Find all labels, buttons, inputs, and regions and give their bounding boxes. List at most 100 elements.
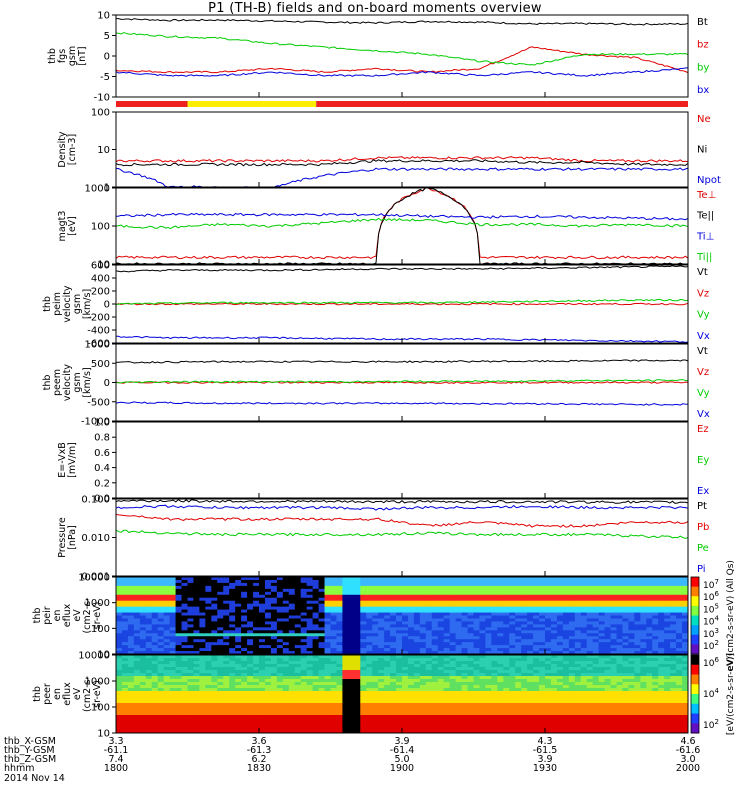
spectrogram-cell: [479, 651, 486, 655]
spectrogram-cell: [366, 694, 373, 698]
spectrogram-cell: [539, 615, 546, 619]
spectrogram-cell: [497, 615, 504, 619]
spectrogram-cell: [634, 712, 641, 716]
spectrogram-cell: [497, 633, 504, 637]
spectrogram-cell: [562, 591, 570, 596]
spectrogram-cell: [312, 609, 320, 614]
spectrogram-cell: [264, 691, 272, 695]
spectrogram-cell: [282, 712, 290, 716]
spectrogram-cell: [169, 664, 177, 668]
spectrogram-cell: [378, 577, 385, 581]
spectrogram-cell: [318, 670, 326, 674]
spectrogram-cell: [282, 664, 290, 668]
spectrogram-cell: [592, 703, 600, 707]
spectrogram-cell: [360, 609, 367, 614]
spectrogram-cell: [419, 594, 427, 599]
spectrogram-cell: [324, 600, 331, 605]
spectrogram-cell: [491, 658, 498, 662]
spectrogram-cell: [133, 676, 141, 680]
spectrogram-cell: [539, 624, 546, 628]
spectrogram-cell: [539, 712, 546, 716]
spectrogram-cell: [610, 597, 617, 602]
spectrogram-cell: [127, 591, 135, 596]
spectrogram-cell: [515, 724, 522, 728]
spectrogram-cell: [586, 724, 594, 728]
spectrogram-cell: [402, 688, 409, 692]
spectrogram-cell: [181, 679, 188, 683]
spectrogram-cell: [187, 709, 194, 713]
spectrogram-cell: [318, 633, 326, 637]
spectrogram-cell: [562, 582, 570, 587]
spectrogram-cell: [449, 721, 457, 725]
spectrogram-cell: [181, 667, 188, 671]
spectrogram-cell: [253, 706, 260, 710]
spectrogram-cell: [116, 591, 123, 596]
spectrogram-cell: [121, 645, 129, 649]
spectrogram-cell: [127, 612, 135, 616]
panel-frame: [115, 498, 689, 577]
spectrogram-cell: [437, 618, 445, 622]
spectrogram-cell: [437, 730, 445, 734]
spectrogram-cell: [568, 627, 576, 631]
spectrogram-cell: [229, 615, 236, 619]
spectrogram-cell: [348, 727, 355, 731]
spectrogram-cell: [259, 645, 266, 649]
spectrogram-cell: [270, 718, 278, 722]
spectrogram-cell: [288, 636, 296, 640]
spectrogram-cell: [157, 691, 165, 695]
spectrogram-cell: [437, 721, 445, 725]
spectrogram-cell: [574, 676, 582, 680]
spectrogram-cell: [336, 621, 343, 625]
spectrogram-cell: [348, 655, 355, 659]
spectrogram-cell: [598, 718, 606, 722]
spectrogram-cell: [145, 667, 153, 671]
spectrogram-cell: [282, 685, 290, 689]
spectrogram-cell: [163, 618, 171, 622]
spectrogram-cell: [455, 612, 463, 616]
spectrogram-cell: [205, 639, 212, 643]
spectrogram-cell: [187, 697, 194, 701]
spectrogram-cell: [670, 621, 677, 625]
spectrogram-cell: [479, 624, 486, 628]
spectrogram-cell: [509, 661, 516, 665]
spectrogram-cell: [300, 694, 308, 698]
spectrogram-cell: [556, 624, 564, 628]
spectrogram-cell: [360, 621, 367, 625]
spectrogram-cell: [491, 712, 498, 716]
spectrogram-cell: [413, 664, 421, 668]
spectrogram-cell: [580, 600, 588, 605]
spectrogram-cell: [521, 642, 528, 646]
spectrogram-cell: [259, 648, 266, 652]
spectrogram-cell: [241, 685, 248, 689]
spectrogram-cell: [324, 718, 331, 722]
spectrogram-cell: [580, 597, 588, 602]
spectrogram-cell: [449, 727, 457, 731]
spectrogram-cell: [306, 609, 314, 614]
spectrogram-cell: [443, 658, 451, 662]
spectrogram-cell: [384, 579, 391, 584]
spectrogram-cell: [521, 679, 528, 683]
spectrogram-cell: [229, 715, 236, 719]
spectrogram-cell: [568, 679, 576, 683]
spectrogram-cell: [348, 697, 355, 701]
spectrogram-cell: [139, 655, 147, 659]
spectrogram-cell: [241, 618, 248, 622]
spectrogram-cell: [586, 670, 594, 674]
spectrogram-cell: [634, 597, 641, 602]
spectrogram-cell: [139, 685, 147, 689]
spectrogram-cell: [163, 597, 171, 602]
spectrogram-cell: [509, 642, 516, 646]
spectrogram-cell: [562, 615, 570, 619]
spectrogram-cell: [235, 618, 242, 622]
spectrogram-cell: [461, 579, 469, 584]
spectrogram-cell: [664, 633, 671, 637]
spectrogram-cell: [419, 624, 427, 628]
spectrogram-cell: [527, 642, 534, 646]
spectrogram-cell: [568, 594, 576, 599]
spectrogram-cell: [259, 633, 266, 637]
spectrogram-cell: [241, 658, 248, 662]
spectrogram-cell: [497, 715, 504, 719]
spectrogram-cell: [539, 700, 546, 704]
spectrogram-cell: [413, 642, 421, 646]
spectrogram-cell: [610, 585, 617, 590]
